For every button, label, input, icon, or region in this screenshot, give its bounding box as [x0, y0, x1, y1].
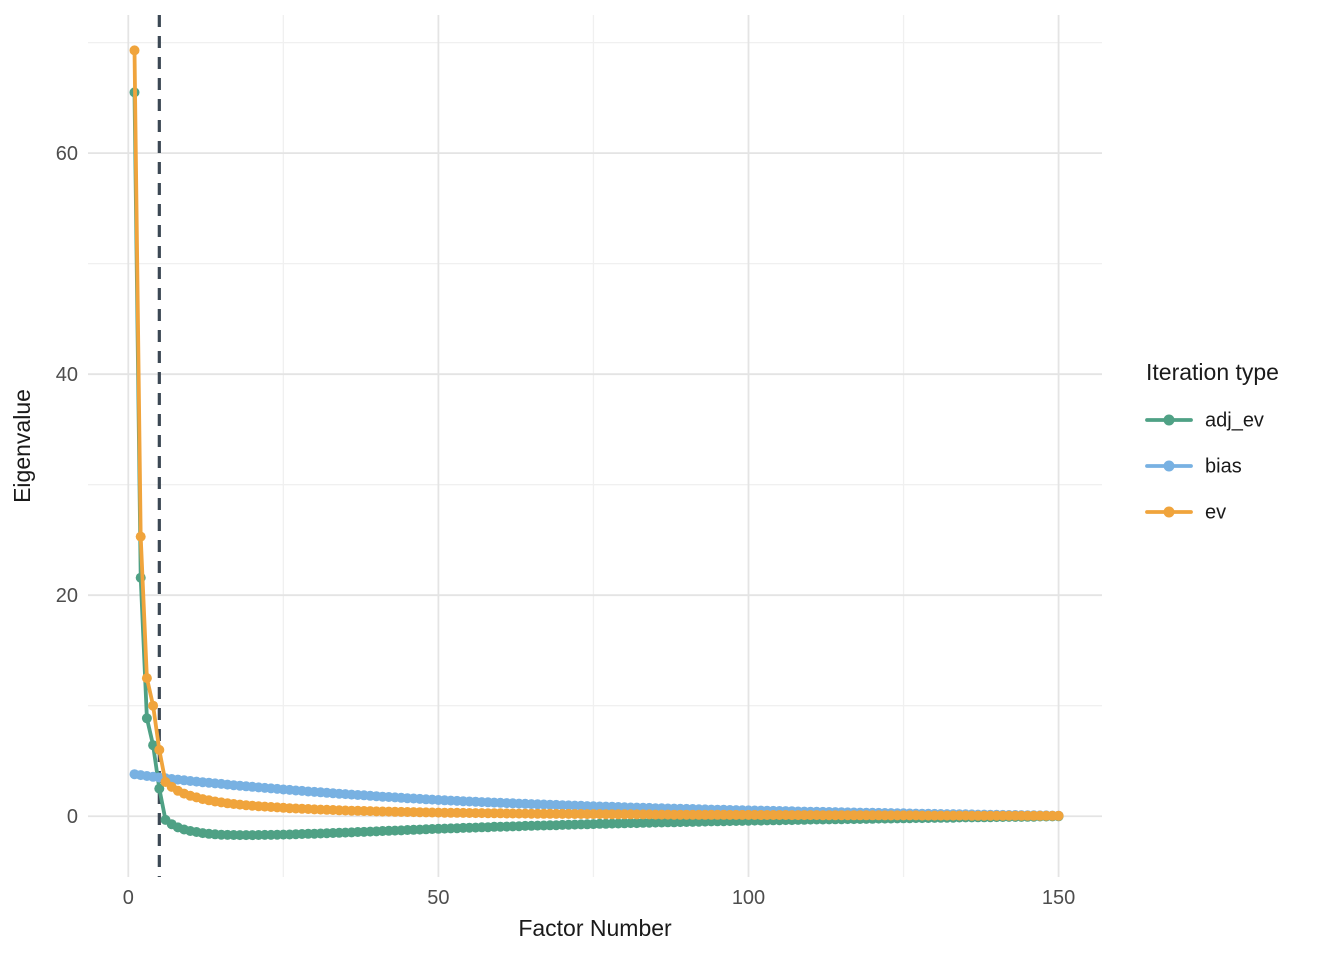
grid-major-lines	[88, 15, 1102, 877]
ev-point	[141, 673, 152, 684]
legend-key-dot	[1163, 506, 1175, 518]
legend-key-dot	[1163, 460, 1175, 472]
legend-title: Iteration type	[1146, 359, 1279, 385]
legend-item-label: ev	[1205, 502, 1226, 524]
y-axis-title: Eigenvalue	[9, 389, 35, 503]
ev-point	[148, 700, 159, 711]
x-axis-title: Factor Number	[518, 915, 672, 941]
x-tick-label: 150	[1042, 887, 1075, 909]
ev-point	[1053, 810, 1064, 821]
legend-item-adj_ev: adj_ev	[1145, 410, 1264, 432]
adj_ev-line	[132, 90, 1061, 837]
legend-item-bias: bias	[1145, 456, 1242, 478]
adj_ev-point	[154, 783, 165, 794]
y-axis-tick-labels: 0 20 40 60	[56, 143, 78, 828]
data-series-layer	[129, 45, 1064, 841]
y-tick-label: 0	[67, 806, 78, 828]
legend-key-dot	[1163, 414, 1175, 426]
ev-point	[154, 744, 165, 755]
y-tick-label: 20	[56, 585, 78, 607]
x-axis-tick-labels: 0 50 100 150	[123, 887, 1076, 909]
ev-point	[129, 45, 140, 56]
ev-point	[135, 531, 146, 542]
series-adj_ev	[129, 87, 1064, 841]
adj_ev-point	[141, 713, 152, 724]
y-tick-label: 60	[56, 143, 78, 165]
x-tick-label: 100	[732, 887, 765, 909]
legend-item-label: adj_ev	[1205, 410, 1264, 432]
series-ev	[129, 45, 1064, 821]
x-tick-label: 50	[427, 887, 449, 909]
legend-item-ev: ev	[1145, 502, 1226, 524]
y-tick-label: 40	[56, 364, 78, 386]
grid-minor-lines	[88, 15, 1102, 877]
ev-line	[132, 48, 1061, 818]
x-tick-label: 0	[123, 887, 134, 909]
legend-item-label: bias	[1205, 456, 1242, 478]
